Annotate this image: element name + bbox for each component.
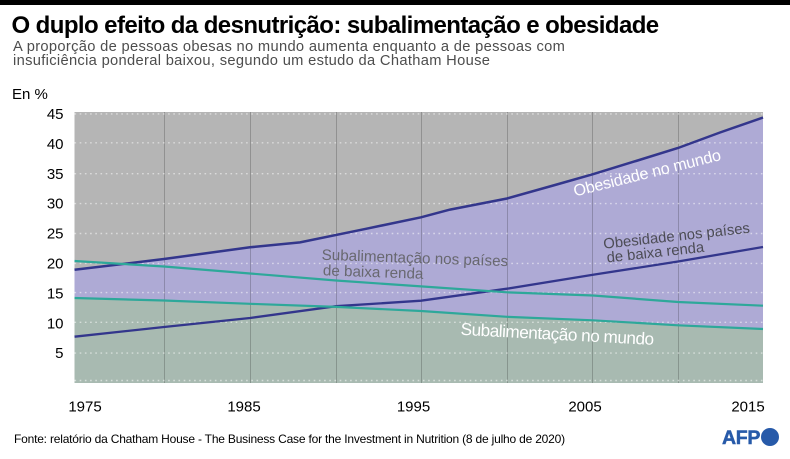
svg-text:40: 40 <box>47 136 64 153</box>
svg-text:35: 35 <box>47 166 64 183</box>
svg-text:2005: 2005 <box>568 399 601 416</box>
svg-text:de baixa renda: de baixa renda <box>323 262 425 283</box>
svg-text:2015: 2015 <box>731 399 764 416</box>
svg-text:15: 15 <box>47 285 64 302</box>
svg-text:1975: 1975 <box>68 399 101 416</box>
svg-text:Subalimentação nos países: Subalimentação nos países <box>321 247 508 271</box>
svg-text:25: 25 <box>47 226 64 243</box>
svg-text:30: 30 <box>47 196 64 213</box>
svg-text:20: 20 <box>47 256 64 273</box>
svg-text:5: 5 <box>55 345 63 362</box>
svg-text:1995: 1995 <box>397 399 430 416</box>
svg-text:10: 10 <box>47 315 64 332</box>
svg-text:45: 45 <box>47 106 64 123</box>
svg-text:1985: 1985 <box>227 399 260 416</box>
